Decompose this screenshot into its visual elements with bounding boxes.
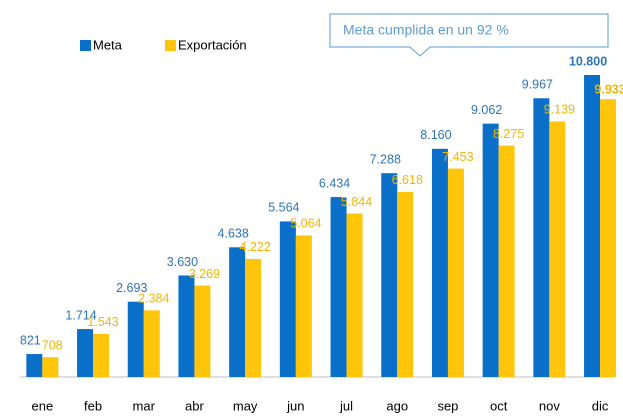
- value-label: 4.222: [240, 240, 271, 254]
- value-label: 5.844: [341, 195, 372, 209]
- value-label: 9.139: [544, 103, 575, 117]
- bar: [245, 258, 262, 377]
- bar: [447, 168, 464, 377]
- x-tick-label: ago: [386, 398, 408, 413]
- value-label: 1.543: [87, 315, 118, 329]
- bar: [127, 301, 144, 377]
- value-label: 7.288: [370, 153, 401, 167]
- x-tick-label: ene: [31, 398, 53, 413]
- value-label: 6.618: [392, 173, 423, 187]
- bar: [498, 145, 515, 377]
- legend-label: Meta: [93, 37, 123, 52]
- bar: [295, 235, 312, 377]
- x-tick-label: abr: [185, 398, 204, 413]
- callout-box: [329, 13, 609, 57]
- legend-swatch: [165, 40, 176, 51]
- x-tick-label: mar: [133, 398, 156, 413]
- value-label: 5.564: [268, 201, 299, 215]
- bar: [346, 213, 363, 377]
- x-tick-label: nov: [539, 398, 560, 413]
- bar: [279, 221, 296, 377]
- bar: [381, 173, 398, 377]
- bar: [42, 357, 59, 377]
- bar: [533, 98, 550, 377]
- value-label: 8.275: [493, 127, 524, 141]
- value-label: 2.384: [138, 292, 169, 306]
- value-label: 8.160: [420, 128, 451, 142]
- bar: [77, 329, 94, 377]
- value-label: 4.638: [218, 227, 249, 241]
- legend-swatch: [80, 40, 91, 51]
- value-label: 821: [20, 333, 41, 347]
- value-label: 5.064: [290, 217, 321, 231]
- bar: [482, 123, 499, 377]
- x-tick-label: may: [233, 398, 258, 413]
- annotation: Meta cumplida en un 92 %: [343, 22, 509, 38]
- value-label: 6.434: [319, 176, 350, 190]
- x-tick-label: jun: [286, 398, 304, 413]
- bar: [178, 275, 195, 377]
- bar: [26, 354, 43, 377]
- x-tick-label: jul: [339, 398, 353, 413]
- x-tick-label: sep: [437, 398, 458, 413]
- bar: [229, 247, 246, 377]
- value-label: 9.967: [522, 78, 553, 92]
- bar: [330, 197, 347, 377]
- value-label: 3.269: [189, 267, 220, 281]
- value-label: 9.933: [594, 83, 623, 97]
- value-label: 2.693: [116, 281, 147, 295]
- bar: [194, 285, 211, 377]
- value-label: 7.453: [442, 150, 473, 164]
- x-tick-label: feb: [84, 398, 102, 413]
- bar: [397, 191, 414, 377]
- bar: [549, 121, 566, 378]
- value-label: 3.630: [167, 255, 198, 269]
- bar: [93, 333, 110, 377]
- value-label: 9.062: [471, 103, 502, 117]
- value-label: 708: [42, 338, 63, 352]
- legend-label: Exportación: [178, 37, 247, 52]
- x-tick-label: oct: [490, 398, 508, 413]
- bar: [584, 75, 601, 377]
- value-label: 1.714: [65, 308, 96, 322]
- bar: [431, 148, 448, 377]
- bar: [143, 310, 160, 377]
- value-label: 10.800: [569, 54, 607, 68]
- x-tick-label: dic: [592, 398, 609, 413]
- bar: [600, 99, 617, 377]
